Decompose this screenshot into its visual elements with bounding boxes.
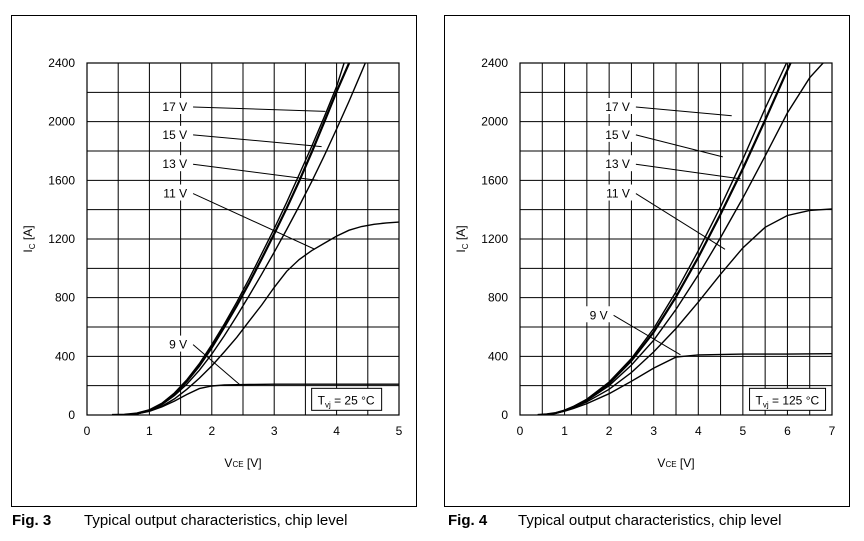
- y-axis-label: IC [A]: [21, 225, 37, 252]
- figure-number: Fig. 4: [448, 512, 488, 529]
- series-label: 9 V: [169, 338, 187, 352]
- curves: [111, 63, 399, 415]
- y-tick-label: 400: [488, 349, 508, 363]
- series-label: 13 V: [162, 157, 187, 171]
- x-tick-label: 1: [561, 424, 568, 438]
- series-leader-line: [613, 314, 681, 356]
- series-label: 15 V: [605, 128, 630, 142]
- series-label-bg: [599, 184, 634, 201]
- series-leader-line: [192, 344, 241, 386]
- series-label: 15 V: [162, 128, 187, 142]
- x-tick-label: 5: [740, 424, 747, 438]
- figure-number: Fig. 3: [12, 512, 52, 529]
- y-tick-label: 0: [68, 408, 75, 422]
- plot-frame: [86, 62, 400, 416]
- x-axis-label: VCE [V]: [224, 456, 261, 470]
- y-tick-label: 1200: [48, 232, 75, 246]
- y-tick-label: 2000: [481, 115, 508, 129]
- series-leader-line: [192, 193, 315, 250]
- series-line: [111, 383, 399, 415]
- chart-fig4: 0 1 2 3 4 5 6 7 0 400 800 1200 1600 2000 2400 VCE [V] IC…: [454, 56, 836, 470]
- series-leader-line: [635, 134, 723, 158]
- plot-frame: [519, 62, 833, 416]
- x-tick-label: 4: [333, 424, 340, 438]
- series-label-bg: [599, 125, 634, 142]
- figure-caption-fig3: Fig. 3 Typical output characteristics, ch…: [12, 512, 347, 529]
- y-tick-label: 400: [55, 349, 75, 363]
- series-label-bg: [157, 184, 192, 201]
- series-label: 17 V: [162, 100, 187, 114]
- figure-caption-text: Typical output characteristics, chip lev…: [84, 512, 348, 529]
- condition-label: Tvj = 125 °C: [756, 393, 820, 409]
- chart-fig3: 0 1 2 3 4 5 0 400 800 1200 1600 2000 2400 VCE [V] IC […: [21, 56, 403, 470]
- y-tick-label: 1600: [481, 173, 508, 187]
- chart-panel-fig3: 0 1 2 3 4 5 0 400 800 1200 1600 2000 2400 VCE [V] IC […: [11, 15, 417, 507]
- series-leader-line: [193, 163, 318, 181]
- x-tick-label: 6: [784, 424, 791, 438]
- condition-label: Tvj = 25 °C: [318, 393, 375, 409]
- y-tick-label: 1200: [481, 232, 508, 246]
- series-label-bg: [157, 155, 192, 172]
- condition-box: [311, 387, 383, 411]
- series-label: 11 V: [163, 187, 187, 201]
- y-tick-label: 800: [488, 291, 508, 305]
- series-label-bg: [577, 306, 612, 323]
- y-tick-label: 2000: [48, 115, 75, 129]
- x-tick-label: 4: [695, 424, 702, 438]
- y-tick-label: 0: [501, 408, 508, 422]
- series-leader-line: [635, 193, 726, 250]
- y-tick-label: 800: [55, 291, 75, 305]
- x-tick-label: 5: [396, 424, 403, 438]
- x-tick-label: 0: [517, 424, 524, 438]
- series-line: [111, 63, 366, 415]
- series-label: 9 V: [590, 308, 608, 322]
- x-tick-label: 2: [208, 424, 215, 438]
- figure-caption-text: Typical output characteristics, chip lev…: [518, 512, 782, 529]
- series-label-bg: [157, 125, 192, 142]
- x-tick-label: 3: [650, 424, 657, 438]
- series-label-bg: [599, 98, 634, 114]
- condition-box: [749, 387, 827, 411]
- series-label: 13 V: [605, 157, 630, 171]
- figure-caption-fig4: Fig. 4 Typical output characteristics, ch…: [448, 512, 781, 529]
- series-label-bg: [157, 335, 192, 352]
- series-label-bg: [157, 98, 192, 114]
- series-label: 17 V: [605, 100, 630, 114]
- x-tick-label: 2: [606, 424, 613, 438]
- x-tick-label: 0: [84, 424, 91, 438]
- series-label-bg: [599, 155, 634, 172]
- plot-area: 0 1 2 3 4 5 6 7 0 400 800 1200 1600 2000 2400 VCE [V] IC…: [454, 56, 836, 470]
- series-label: 11 V: [606, 187, 630, 201]
- y-tick-label: 2400: [481, 56, 508, 70]
- series-line: [537, 353, 832, 415]
- series-leader-line: [193, 106, 326, 112]
- curves: [537, 63, 832, 415]
- x-tick-label: 1: [146, 424, 153, 438]
- chart-panel-fig4: 0 1 2 3 4 5 6 7 0 400 800 1200 1600 2000 2400 VCE [V] IC…: [444, 15, 850, 507]
- y-tick-label: 1600: [48, 173, 75, 187]
- x-axis-label: VCE [V]: [657, 456, 694, 470]
- series-leader-line: [635, 106, 732, 117]
- y-axis-label: IC [A]: [454, 225, 470, 252]
- series-leader-line: [193, 134, 322, 148]
- x-tick-label: 7: [829, 424, 836, 438]
- plot-area: 0 1 2 3 4 5 0 400 800 1200 1600 2000 2400 VCE [V] IC […: [21, 56, 403, 470]
- y-tick-label: 2400: [48, 56, 75, 70]
- series-leader-line: [635, 163, 741, 180]
- x-tick-label: 3: [271, 424, 278, 438]
